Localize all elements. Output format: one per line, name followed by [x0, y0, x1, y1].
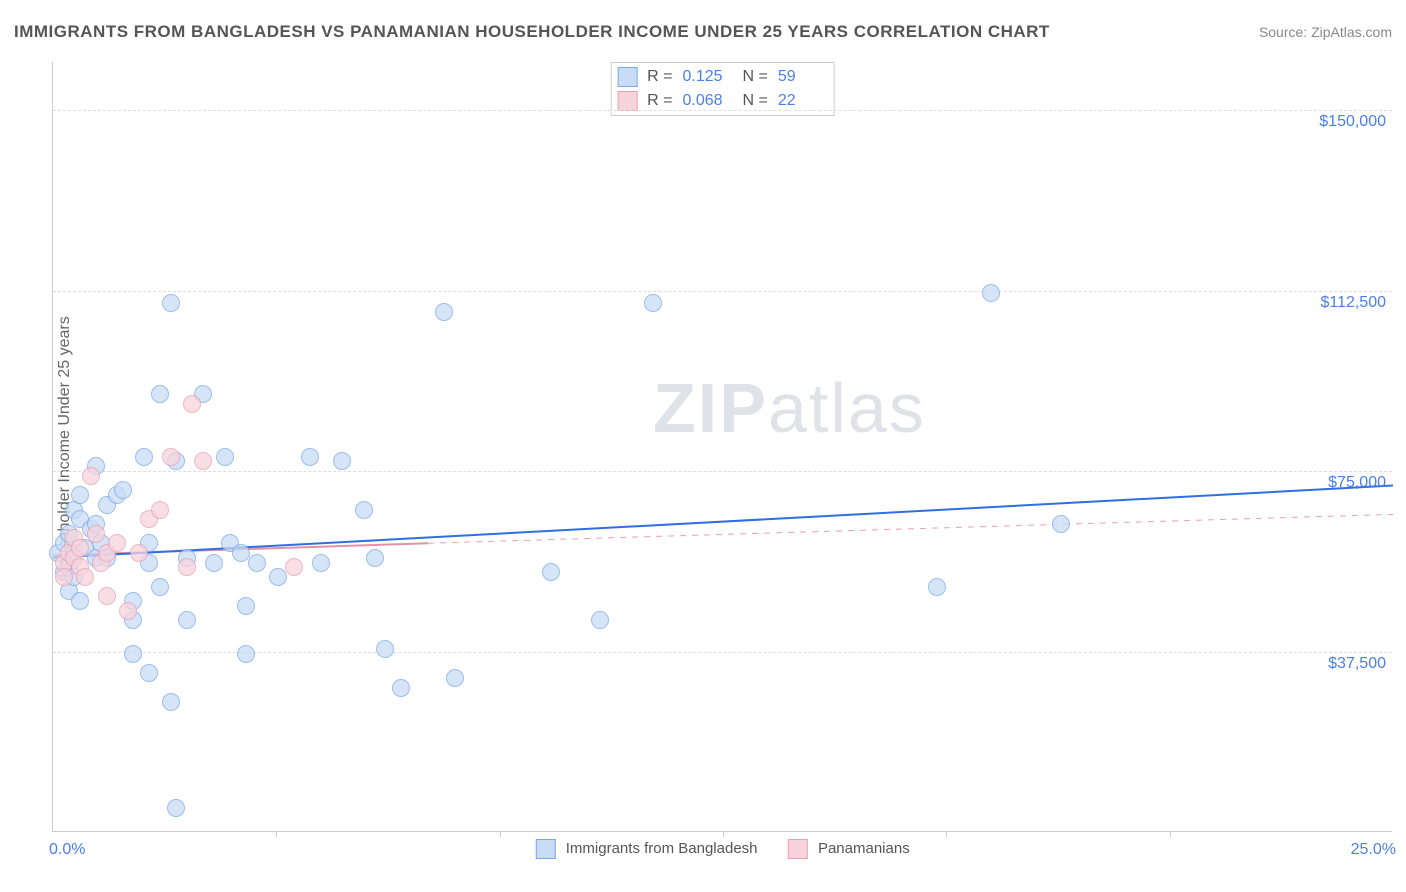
gridline — [53, 110, 1392, 111]
trend-lines-svg — [53, 62, 1393, 832]
x-tick — [946, 831, 947, 837]
data-point-bangladesh — [446, 669, 464, 687]
y-tick-label: $112,500 — [1320, 294, 1386, 312]
swatch-icon — [617, 67, 637, 87]
data-point-bangladesh — [1052, 515, 1070, 533]
gridline — [53, 291, 1392, 292]
data-point-bangladesh — [355, 501, 373, 519]
data-point-panamanians — [162, 448, 180, 466]
data-point-panamanians — [178, 558, 196, 576]
data-point-bangladesh — [591, 611, 609, 629]
stats-row: R = 0.125 N = 59 — [617, 65, 828, 89]
x-axis-min-label: 0.0% — [49, 841, 85, 859]
data-point-bangladesh — [151, 578, 169, 596]
data-point-panamanians — [55, 568, 73, 586]
legend-bottom: Immigrants from Bangladesh Panamanians — [535, 839, 909, 859]
watermark-light: atlas — [768, 369, 926, 447]
data-point-bangladesh — [232, 544, 250, 562]
data-point-panamanians — [82, 467, 100, 485]
swatch-icon — [617, 91, 637, 111]
source-attribution: Source: ZipAtlas.com — [1259, 24, 1392, 40]
data-point-bangladesh — [205, 554, 223, 572]
chart-container: IMMIGRANTS FROM BANGLADESH VS PANAMANIAN… — [0, 0, 1406, 892]
data-point-panamanians — [71, 539, 89, 557]
data-point-panamanians — [183, 395, 201, 413]
legend-item: Panamanians — [788, 839, 910, 859]
data-point-panamanians — [87, 525, 105, 543]
x-tick — [500, 831, 501, 837]
x-tick — [723, 831, 724, 837]
watermark-bold: ZIP — [653, 369, 768, 447]
swatch-icon — [535, 839, 555, 859]
data-point-bangladesh — [151, 385, 169, 403]
watermark: ZIPatlas — [653, 368, 926, 448]
data-point-bangladesh — [114, 481, 132, 499]
data-point-bangladesh — [71, 592, 89, 610]
stats-legend-box: R = 0.125 N = 59 R = 0.068 N = 22 — [610, 62, 835, 116]
data-point-panamanians — [76, 568, 94, 586]
n-value: 22 — [778, 92, 828, 110]
data-point-panamanians — [119, 602, 137, 620]
data-point-bangladesh — [237, 645, 255, 663]
data-point-bangladesh — [167, 799, 185, 817]
data-point-bangladesh — [216, 448, 234, 466]
data-point-bangladesh — [644, 294, 662, 312]
data-point-panamanians — [285, 558, 303, 576]
data-point-bangladesh — [982, 284, 1000, 302]
gridline — [53, 471, 1392, 472]
data-point-panamanians — [194, 452, 212, 470]
data-point-bangladesh — [237, 597, 255, 615]
data-point-panamanians — [98, 587, 116, 605]
n-label: N = — [743, 92, 768, 110]
data-point-bangladesh — [376, 640, 394, 658]
data-point-bangladesh — [392, 679, 410, 697]
data-point-bangladesh — [248, 554, 266, 572]
y-tick-label: $37,500 — [1328, 655, 1386, 673]
data-point-bangladesh — [333, 452, 351, 470]
data-point-panamanians — [151, 501, 169, 519]
swatch-icon — [788, 839, 808, 859]
legend-item: Immigrants from Bangladesh — [535, 839, 757, 859]
legend-label: Panamanians — [818, 840, 910, 857]
data-point-bangladesh — [124, 645, 142, 663]
plot-area: Householder Income Under 25 years ZIPatl… — [52, 62, 1392, 832]
r-value: 0.068 — [683, 92, 733, 110]
data-point-bangladesh — [435, 303, 453, 321]
y-tick-label: $150,000 — [1319, 113, 1386, 131]
r-value: 0.125 — [683, 68, 733, 86]
x-tick — [276, 831, 277, 837]
legend-label: Immigrants from Bangladesh — [566, 840, 758, 857]
data-point-bangladesh — [312, 554, 330, 572]
x-axis-max-label: 25.0% — [1351, 841, 1396, 859]
data-point-bangladesh — [135, 448, 153, 466]
data-point-bangladesh — [71, 486, 89, 504]
data-point-bangladesh — [140, 664, 158, 682]
data-point-bangladesh — [178, 611, 196, 629]
data-point-bangladesh — [269, 568, 287, 586]
data-point-bangladesh — [928, 578, 946, 596]
n-label: N = — [743, 68, 768, 86]
trend-line — [428, 514, 1393, 543]
data-point-bangladesh — [301, 448, 319, 466]
r-label: R = — [647, 92, 672, 110]
trend-line — [53, 486, 1393, 558]
data-point-bangladesh — [162, 294, 180, 312]
data-point-bangladesh — [162, 693, 180, 711]
x-tick — [1170, 831, 1171, 837]
data-point-panamanians — [108, 534, 126, 552]
data-point-bangladesh — [366, 549, 384, 567]
chart-title: IMMIGRANTS FROM BANGLADESH VS PANAMANIAN… — [14, 22, 1050, 42]
data-point-bangladesh — [542, 563, 560, 581]
y-tick-label: $75,000 — [1328, 474, 1386, 492]
data-point-panamanians — [130, 544, 148, 562]
r-label: R = — [647, 68, 672, 86]
n-value: 59 — [778, 68, 828, 86]
